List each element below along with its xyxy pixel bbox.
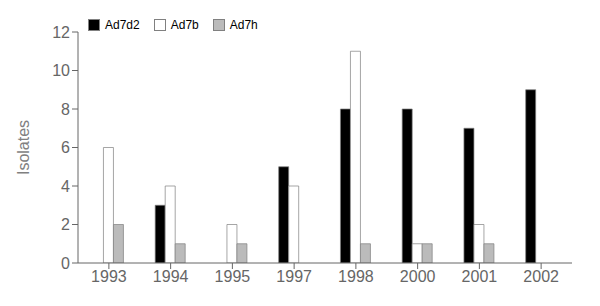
svg-text:12: 12 bbox=[52, 24, 70, 41]
svg-text:2002: 2002 bbox=[523, 268, 559, 285]
svg-text:1998: 1998 bbox=[338, 268, 374, 285]
svg-text:2000: 2000 bbox=[400, 268, 436, 285]
svg-text:10: 10 bbox=[52, 62, 70, 79]
svg-text:8: 8 bbox=[61, 101, 70, 118]
svg-text:2: 2 bbox=[61, 216, 70, 233]
svg-text:2001: 2001 bbox=[462, 268, 498, 285]
svg-text:1994: 1994 bbox=[153, 268, 189, 285]
svg-text:1995: 1995 bbox=[215, 268, 251, 285]
svg-text:1997: 1997 bbox=[276, 268, 312, 285]
svg-text:4: 4 bbox=[61, 178, 70, 195]
html-text:Ad7d2: Ad7d2 bbox=[105, 18, 140, 32]
svg-text:1993: 1993 bbox=[91, 268, 127, 285]
svg-text:0: 0 bbox=[61, 255, 70, 272]
html-text:Ad7b: Ad7b bbox=[170, 18, 199, 32]
svg-text:Isolates: Isolates bbox=[15, 120, 32, 175]
html-text:Ad7h: Ad7h bbox=[229, 18, 258, 32]
svg-text:6: 6 bbox=[61, 139, 70, 156]
